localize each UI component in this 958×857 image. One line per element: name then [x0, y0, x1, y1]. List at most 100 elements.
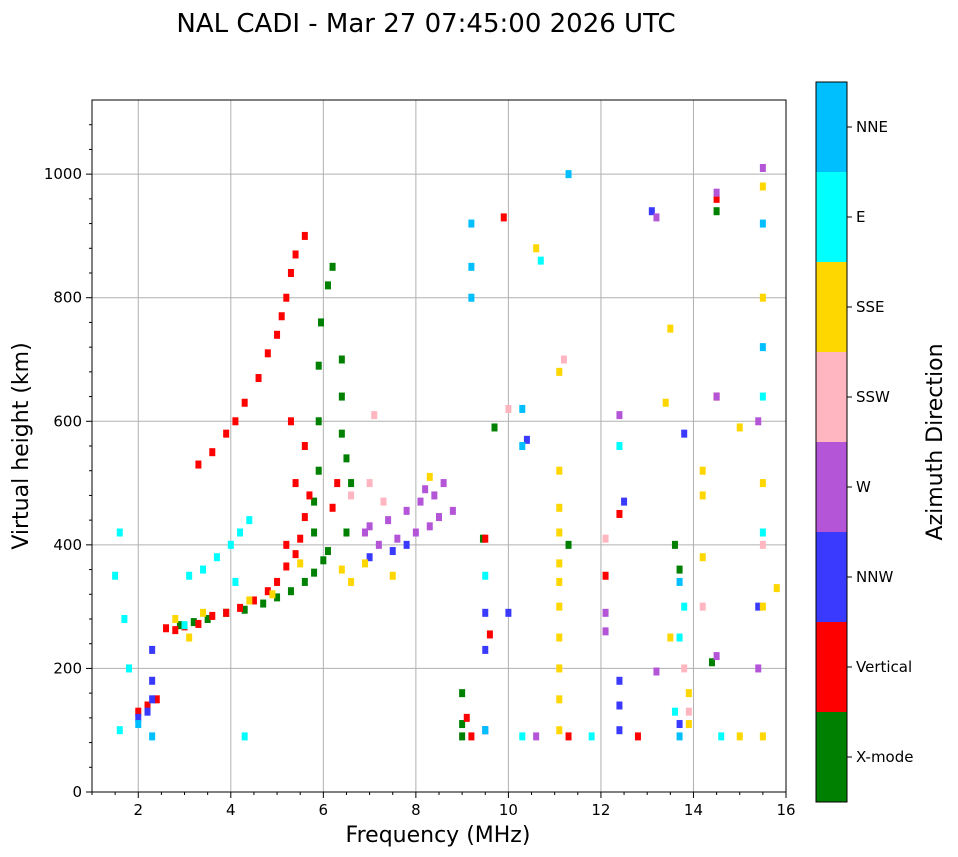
echo-point-x-mode: [329, 262, 336, 271]
echo-point-w: [713, 652, 720, 661]
echo-point-ssw: [699, 602, 706, 611]
echo-point-x-mode: [301, 577, 308, 586]
echo-point-vertical: [292, 550, 299, 559]
echo-point-x-mode: [318, 318, 325, 327]
echo-point-w: [426, 522, 433, 531]
echo-point-nne: [468, 219, 475, 228]
echo-point-ssw: [681, 664, 688, 673]
echo-point-w: [755, 664, 762, 673]
data-points: [112, 163, 780, 741]
echo-point-x-mode: [565, 540, 572, 549]
echo-point-w: [403, 506, 410, 515]
echo-point-vertical: [287, 417, 294, 426]
echo-point-vertical: [486, 630, 493, 639]
echo-point-vertical: [500, 213, 507, 222]
echo-point-vertical: [292, 479, 299, 488]
colorbar-frame: [815, 81, 848, 803]
echo-point-nnw: [621, 497, 628, 506]
echo-point-w: [422, 485, 429, 494]
grid: [92, 100, 786, 792]
x-axis: 2 4 6 8 10 12 14 16: [91, 792, 796, 819]
colorbar-title: Azimuth Direction: [923, 343, 948, 540]
echo-point-x-mode: [324, 281, 331, 290]
echo-point-e: [482, 571, 489, 580]
echo-point-x-mode: [320, 556, 327, 565]
echo-point-nne: [676, 732, 683, 741]
colorbar-label: SSE: [856, 298, 885, 316]
colorbar-label: W: [856, 478, 871, 496]
echo-point-nnw: [523, 435, 530, 444]
echo-point-e: [588, 732, 595, 741]
echo-point-e: [616, 442, 623, 450]
echo-point-sse: [556, 726, 563, 735]
echo-point-sse: [773, 584, 780, 593]
echo-point-w: [713, 392, 720, 401]
echo-point-w: [361, 528, 368, 537]
echo-point-vertical: [223, 429, 230, 438]
y-tick-label: 600: [53, 412, 82, 430]
echo-point-sse: [759, 479, 766, 488]
echo-point-nnw: [505, 608, 512, 617]
echo-point-e: [246, 516, 253, 525]
echo-point-sse: [556, 367, 563, 376]
echo-point-sse: [685, 689, 692, 698]
echo-point-sse: [297, 559, 304, 568]
echo-point-ssw: [505, 404, 512, 413]
echo-point-e: [213, 553, 220, 562]
echo-point-nnw: [616, 676, 623, 685]
echo-point-sse: [667, 633, 674, 642]
echo-point-nnw: [681, 429, 688, 438]
echo-point-vertical: [209, 611, 216, 620]
echo-point-vertical: [195, 619, 202, 628]
echo-point-vertical: [602, 571, 609, 580]
echo-point-nnw: [616, 701, 623, 710]
echo-point-vertical: [301, 231, 308, 240]
echo-point-vertical: [274, 577, 281, 586]
y-axis-label: Virtual height (km): [9, 342, 34, 549]
echo-point-nne: [565, 170, 572, 179]
echo-point-x-mode: [315, 466, 322, 475]
echo-point-nne: [519, 442, 526, 450]
echo-point-e: [181, 621, 188, 630]
echo-point-w: [533, 732, 540, 741]
echo-point-e: [121, 615, 128, 623]
echo-point-nnw: [482, 608, 489, 617]
echo-point-vertical: [301, 442, 308, 450]
echo-point-vertical: [255, 374, 262, 383]
echo-point-vertical: [264, 349, 271, 358]
colorbar-label: NNW: [856, 568, 893, 586]
echo-point-ssw: [759, 540, 766, 549]
echo-point-e: [200, 565, 207, 574]
x-tick-label: 4: [226, 801, 236, 819]
echo-point-vertical: [334, 479, 341, 488]
echo-point-e: [227, 540, 234, 549]
echo-point-x-mode: [348, 479, 355, 488]
x-tick-label: 8: [411, 801, 421, 819]
echo-point-e: [116, 528, 123, 537]
echo-point-x-mode: [311, 497, 318, 506]
colorbar-segment: [816, 262, 847, 352]
echo-point-w: [759, 163, 766, 172]
colorbar-label: Vertical: [856, 658, 912, 676]
echo-point-sse: [699, 491, 706, 500]
echo-point-nne: [759, 343, 766, 352]
echo-point-nnw: [144, 707, 151, 716]
echo-point-e: [671, 707, 678, 716]
echo-point-ssw: [348, 491, 355, 500]
echo-point-x-mode: [338, 355, 345, 364]
echo-point-sse: [361, 559, 368, 568]
colorbar-segment: [816, 532, 847, 622]
echo-point-nne: [676, 577, 683, 586]
echo-point-e: [112, 571, 119, 580]
echo-point-vertical: [297, 534, 304, 543]
echo-point-sse: [556, 664, 563, 673]
colorbar-label: X-mode: [856, 748, 913, 766]
echo-point-sse: [759, 732, 766, 741]
echo-point-w: [713, 188, 720, 197]
echo-point-sse: [556, 602, 563, 611]
echo-point-w: [431, 491, 438, 500]
echo-point-nnw: [403, 540, 410, 549]
echo-point-e: [519, 732, 526, 741]
echo-point-sse: [685, 720, 692, 729]
echo-point-sse: [389, 571, 396, 580]
